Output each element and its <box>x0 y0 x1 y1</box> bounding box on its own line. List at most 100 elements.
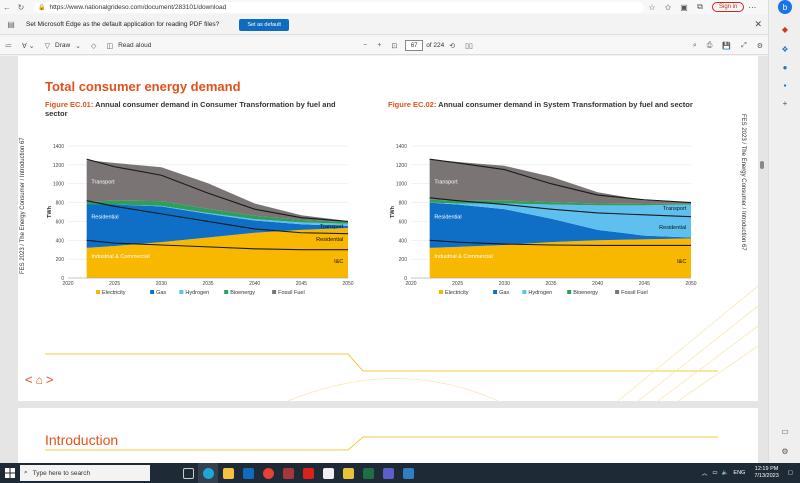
zoom-out-icon[interactable]: − <box>363 42 368 49</box>
chart-ec02: 0 200 400 600 800 1000 1200 1400 2020 2025 2030 203… <box>390 144 697 296</box>
search-icon[interactable]: ⌕ <box>692 41 697 49</box>
acrobat-app-icon[interactable] <box>298 463 318 483</box>
sidebar-settings-icon[interactable]: ⚙ <box>781 446 789 456</box>
sector-boundary-line <box>86 158 349 222</box>
print-icon[interactable]: ⎙ <box>706 41 713 49</box>
next-page-arrow[interactable]: > <box>45 372 54 387</box>
figure-caption-text: Annual consumer demand in System Transfo… <box>438 100 693 109</box>
read-aloud-button[interactable]: Read aloud <box>118 42 152 49</box>
file-explorer-icon[interactable] <box>218 463 238 483</box>
set-as-default-button[interactable]: Set as default <box>239 18 289 31</box>
search-icon: ⌕ <box>24 469 28 476</box>
refresh-icon[interactable]: ↻ <box>17 2 25 12</box>
clock[interactable]: 12:19 PM 7/13/2023 <box>754 466 778 480</box>
save-icon[interactable]: 💾 <box>722 42 732 50</box>
back-icon[interactable]: ← <box>3 2 11 12</box>
scrollbar-thumb[interactable] <box>760 161 764 169</box>
legend-swatch <box>224 290 229 294</box>
area-electricity <box>86 228 349 278</box>
sign-in-button[interactable]: Sign in <box>712 2 745 12</box>
view-icon[interactable]: ◫ <box>106 42 114 50</box>
shopping-icon[interactable]: ◆ <box>781 24 789 34</box>
x-tick-label: 2035 <box>202 281 213 287</box>
sector-label: Transport <box>320 224 344 230</box>
settings-gear-icon[interactable]: ⚙ <box>756 42 763 50</box>
legend-swatch <box>179 290 184 294</box>
outlook-app-icon[interactable] <box>238 463 258 483</box>
sector-label: Transport <box>91 180 115 186</box>
sidebar-toggle-icon[interactable]: ▭ <box>781 426 789 436</box>
volume-icon[interactable]: 🔈 <box>721 470 729 476</box>
excel-app-icon[interactable] <box>358 463 378 483</box>
zoom-in-icon[interactable]: + <box>377 42 382 49</box>
favorite-star-icon[interactable]: ☆ <box>648 2 656 12</box>
tools-icon[interactable]: ❖ <box>781 44 789 54</box>
y-axis-label: TWh <box>390 205 396 218</box>
favorites-icon[interactable]: ✩ <box>664 2 672 12</box>
next-page-title: Introduction <box>45 432 119 448</box>
edge-app-icon[interactable] <box>198 463 218 483</box>
notepad-app-icon[interactable] <box>318 463 338 483</box>
tray-chevron-icon[interactable]: ︿ <box>701 471 708 477</box>
y-tick-label: 600 <box>399 219 408 225</box>
sticky-notes-app-icon[interactable] <box>338 463 358 483</box>
x-tick-label: 2030 <box>156 281 167 287</box>
y-tick-label: 800 <box>56 201 65 207</box>
chart-ec01: 0 200 400 600 800 1000 1200 1400 2020 2025 2030 203… <box>47 144 354 296</box>
games-icon[interactable]: ● <box>782 62 788 72</box>
collections-icon[interactable]: ▣ <box>680 2 688 12</box>
address-bar: ← ↻ 🔒 https://www.nationalgrideso.com/do… <box>0 0 800 14</box>
legend-entry: Hydrogen <box>528 290 552 296</box>
chrome-app-icon[interactable] <box>258 463 278 483</box>
chevron-down-icon[interactable]: ⌄ <box>75 42 82 50</box>
draw-icon[interactable]: ▽ <box>44 42 50 50</box>
pdf-file-icon: ▤ <box>7 20 15 29</box>
sector-boundary-line <box>429 239 691 247</box>
windows-start-icon[interactable] <box>0 463 20 483</box>
taskbar: ⌕ Type here to search ︿ ▭ 🔈 ENG 12:19 PM… <box>0 463 800 483</box>
photos-app-icon[interactable] <box>398 463 418 483</box>
figure-label: Figure EC.01: <box>45 100 94 109</box>
more-menu-icon[interactable]: ⋯ <box>748 2 757 12</box>
legend-swatch <box>272 290 277 294</box>
highlight-icon[interactable]: ∀ ⌄ <box>22 42 35 50</box>
add-icon[interactable]: + <box>782 98 788 108</box>
taskbar-search-input[interactable]: ⌕ Type here to search <box>20 465 150 481</box>
pdf-viewer[interactable]: Total consumer energy demand Figure EC.0… <box>0 56 768 463</box>
close-icon[interactable]: ✕ <box>754 19 762 29</box>
page-number-input[interactable]: 67 <box>405 40 424 51</box>
erase-icon[interactable]: ◇ <box>91 42 97 50</box>
language-indicator[interactable]: ENG <box>733 470 746 476</box>
legend-swatch <box>150 290 155 294</box>
area-hydrogen <box>86 204 349 227</box>
rotate-icon[interactable]: ⟲ <box>449 42 456 50</box>
legend-swatch <box>493 290 498 294</box>
fit-page-icon[interactable]: ⊡ <box>391 42 398 50</box>
search-placeholder: Type here to search <box>32 469 91 477</box>
fullscreen-icon[interactable]: ⤢ <box>741 41 747 49</box>
task-view-icon[interactable] <box>178 463 198 483</box>
prev-page-arrow[interactable]: < <box>25 372 33 387</box>
sector-label: Residential <box>316 237 343 243</box>
legend-entry: Fossil Fuel <box>621 290 648 296</box>
page-view-icon[interactable]: ▯▯ <box>465 42 473 50</box>
x-tick-label: 2040 <box>592 281 603 287</box>
clock-date: 7/13/2023 <box>754 473 779 479</box>
home-icon[interactable]: ⌂ <box>35 372 43 387</box>
area-gas <box>429 202 691 248</box>
x-tick-label: 2050 <box>342 281 353 287</box>
access-app-icon[interactable] <box>278 463 298 483</box>
extensions-icon[interactable]: ⧉ <box>697 2 703 11</box>
url-field[interactable]: 🔒 https://www.nationalgrideso.com/docume… <box>34 1 644 13</box>
notifications-icon[interactable]: ▢ <box>787 470 793 476</box>
legend-entry: Bioenergy <box>573 290 598 296</box>
contents-icon[interactable]: ≔ <box>5 42 12 50</box>
bing-chat-icon[interactable]: b <box>778 0 792 14</box>
legend-entry: Fossil Fuel <box>278 290 305 296</box>
network-icon[interactable]: ▭ <box>712 470 718 476</box>
draw-label[interactable]: Draw <box>55 42 71 49</box>
y-tick-label: 0 <box>404 276 407 282</box>
lock-icon: 🔒 <box>38 4 46 11</box>
outlook-icon[interactable]: ▪ <box>783 80 787 90</box>
teams-app-icon[interactable] <box>378 463 398 483</box>
